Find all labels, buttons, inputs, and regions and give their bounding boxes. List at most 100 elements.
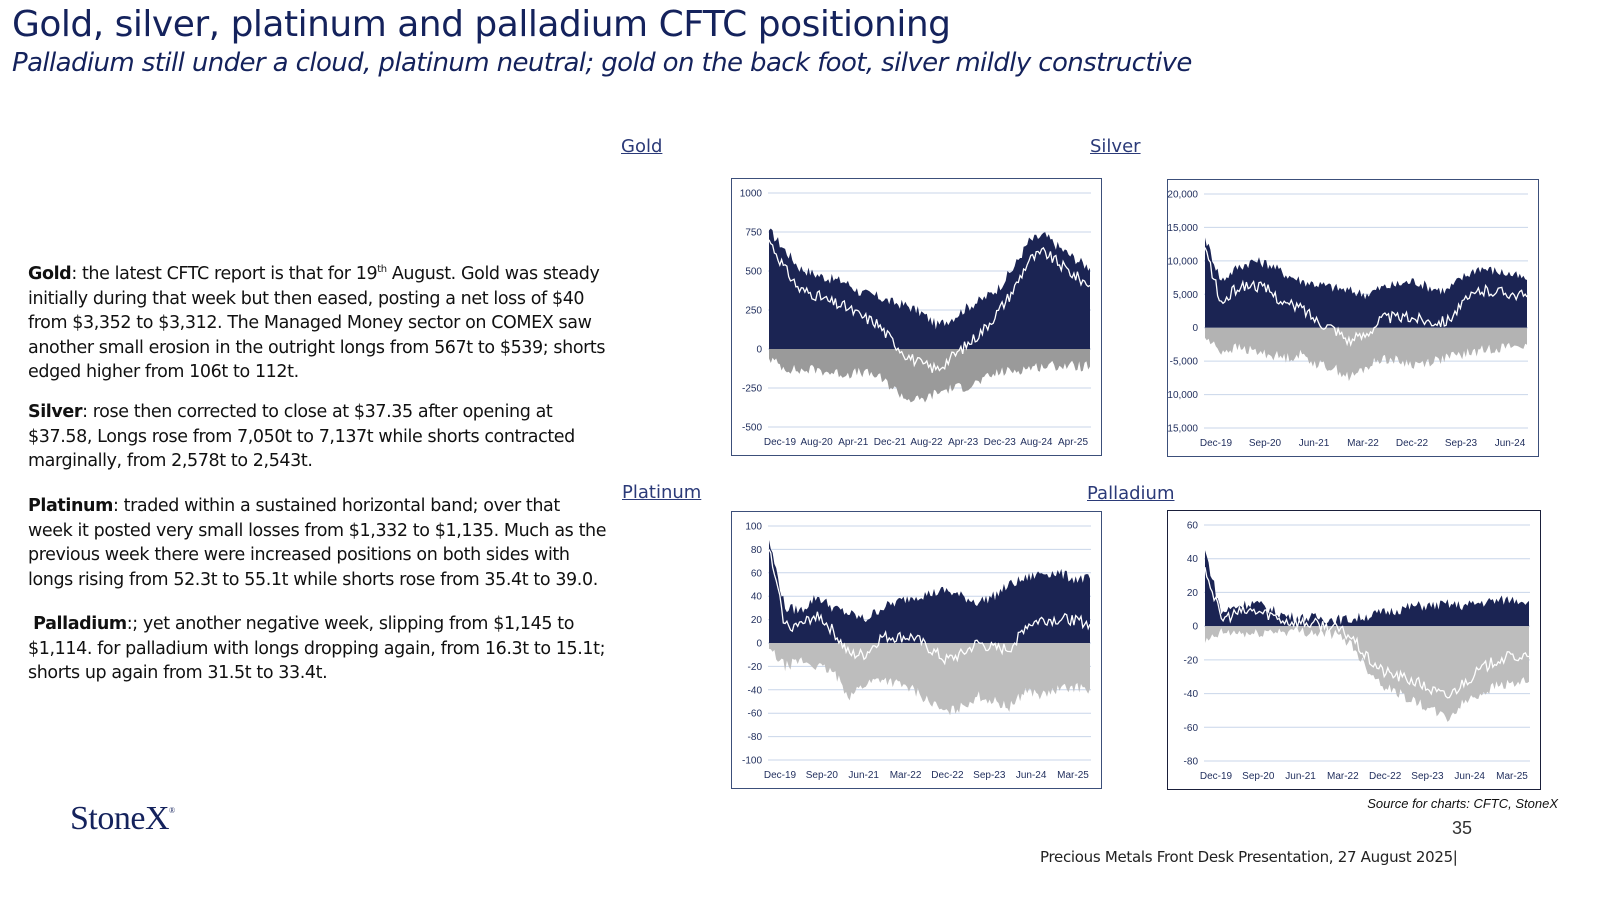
x-tick-label: Mar-22 xyxy=(1327,771,1359,782)
series-longs-area xyxy=(1205,237,1527,328)
x-tick-label: Dec-21 xyxy=(874,437,907,448)
x-tick-label: Dec-22 xyxy=(931,770,964,781)
palladium-chart-label[interactable]: Palladium xyxy=(1087,483,1175,504)
series-longs-area xyxy=(769,228,1090,349)
logo-text: StoneX xyxy=(70,800,170,837)
page-subtitle: Palladium still under a cloud, platinum … xyxy=(12,48,1192,78)
y-tick-label: 40 xyxy=(751,592,763,603)
series-net-line xyxy=(1204,247,1528,348)
x-tick-label: Jun-24 xyxy=(1454,771,1485,782)
y-tick-label: 10,000 xyxy=(1168,256,1198,267)
y-tick-label: 20 xyxy=(1187,588,1199,599)
x-tick-label: Sep-23 xyxy=(1445,438,1478,449)
silver-commentary: Silver: rose then corrected to close at … xyxy=(28,400,608,474)
y-tick-label: -80 xyxy=(748,732,763,743)
gold-heading: Gold xyxy=(28,264,72,284)
y-tick-label: -500 xyxy=(742,423,762,434)
series-net-line xyxy=(1204,566,1529,699)
y-tick-label: -10,000 xyxy=(1168,390,1198,401)
x-tick-label: Dec-22 xyxy=(1369,771,1402,782)
x-tick-label: Jun-24 xyxy=(1495,438,1526,449)
x-tick-label: Sep-23 xyxy=(973,770,1006,781)
presentation-footer: Precious Metals Front Desk Presentation,… xyxy=(1040,848,1458,866)
palladium-chart: 60 40 20 0 -20 -40 -60 -80 Dec-19 Sep-20 Jun-21 Mar… xyxy=(1167,510,1541,790)
series-shorts-area xyxy=(1205,327,1527,382)
gold-sup: th xyxy=(377,264,387,276)
platinum-chart-label[interactable]: Platinum xyxy=(622,482,702,503)
y-tick-label: -250 xyxy=(742,384,762,395)
x-tick-label: Dec-19 xyxy=(764,437,797,448)
x-tick-label: Mar-22 xyxy=(1347,438,1379,449)
y-tick-label: 1000 xyxy=(740,189,763,200)
x-tick-label: Mar-25 xyxy=(1057,770,1089,781)
silver-chart: 20,000 15,000 10,000 5,000 0 -5,000 -10,000 -15… xyxy=(1167,179,1539,457)
x-tick-label: Dec-19 xyxy=(1200,438,1233,449)
y-tick-label: 15,000 xyxy=(1168,223,1198,234)
y-tick-label: 20,000 xyxy=(1168,190,1198,201)
gold-text-b: August. Gold was steady initially during… xyxy=(28,264,606,382)
y-tick-label: 5,000 xyxy=(1173,290,1198,301)
y-tick-label: -15,000 xyxy=(1168,424,1198,435)
y-tick-label: -40 xyxy=(748,685,763,696)
y-tick-label: 80 xyxy=(751,545,763,556)
y-tick-label: 0 xyxy=(1192,323,1198,334)
x-tick-label: Aug-20 xyxy=(801,437,834,448)
x-tick-label: Sep-20 xyxy=(806,770,839,781)
x-tick-label: Mar-25 xyxy=(1496,771,1528,782)
y-tick-label: 100 xyxy=(745,522,762,533)
silver-text: : rose then corrected to close at $37.35… xyxy=(28,402,575,471)
y-tick-label: 500 xyxy=(745,267,762,278)
y-tick-label: 60 xyxy=(751,568,763,579)
series-shorts-area xyxy=(1205,626,1529,722)
y-tick-label: -5,000 xyxy=(1170,357,1199,368)
stonex-logo: StoneX® xyxy=(70,800,175,838)
x-tick-label: Sep-23 xyxy=(1411,771,1444,782)
x-tick-label: Dec-19 xyxy=(1200,771,1233,782)
x-tick-label: Sep-20 xyxy=(1242,771,1275,782)
x-tick-label: Jun-21 xyxy=(1299,438,1330,449)
series-shorts-area xyxy=(769,643,1090,716)
series-net-line xyxy=(768,239,1091,373)
y-tick-label: -100 xyxy=(742,756,762,767)
x-tick-label: Dec-19 xyxy=(764,770,797,781)
logo-mark: ® xyxy=(169,806,175,815)
gold-chart: 1000 750 500 250 0 -250 -500 Dec-19 Aug-20 Apr-21… xyxy=(731,178,1102,456)
x-tick-label: Apr-21 xyxy=(838,437,868,448)
x-tick-label: Jun-21 xyxy=(1285,771,1316,782)
y-tick-label: 40 xyxy=(1187,554,1199,565)
silver-chart-svg: 20,000 15,000 10,000 5,000 0 -5,000 -10,000 -15… xyxy=(1168,190,1528,449)
x-tick-label: Jun-21 xyxy=(848,770,879,781)
x-tick-label: Dec-22 xyxy=(1396,438,1429,449)
gold-text-a: : the latest CFTC report is that for 19 xyxy=(71,264,378,284)
palladium-heading: Palladium xyxy=(33,614,127,634)
platinum-chart: 100 80 60 40 20 0 -20 -40 -60 -80 -100 Dec-19 Sep-20… xyxy=(731,511,1102,789)
y-tick-label: -60 xyxy=(1184,723,1199,734)
chart-source: Source for charts: CFTC, StoneX xyxy=(1367,796,1558,811)
platinum-text: : traded within a sustained horizontal b… xyxy=(28,496,607,590)
y-tick-label: 60 xyxy=(1187,521,1199,532)
y-tick-label: 0 xyxy=(756,345,762,356)
series-longs-area xyxy=(1205,550,1529,627)
y-tick-label: -80 xyxy=(1184,757,1199,768)
x-tick-label: Jun-24 xyxy=(1016,770,1047,781)
series-net-line xyxy=(768,549,1091,666)
y-tick-label: 20 xyxy=(751,615,763,626)
gold-commentary: Gold: the latest CFTC report is that for… xyxy=(28,262,608,385)
x-tick-label: Apr-23 xyxy=(948,437,978,448)
y-tick-label: 250 xyxy=(745,306,762,317)
palladium-text: :; yet another negative week, slipping f… xyxy=(28,614,606,683)
y-tick-label: -20 xyxy=(748,662,763,673)
x-tick-label: Dec-23 xyxy=(984,437,1017,448)
x-tick-label: Aug-22 xyxy=(910,437,943,448)
y-tick-label: 0 xyxy=(756,639,762,650)
y-tick-label: -60 xyxy=(748,709,763,720)
gold-chart-label[interactable]: Gold xyxy=(621,136,663,157)
palladium-commentary: Palladium:; yet another negative week, s… xyxy=(28,612,608,686)
page-number: 35 xyxy=(1452,818,1473,838)
platinum-commentary: Platinum: traded within a sustained hori… xyxy=(28,494,608,592)
x-tick-label: Aug-24 xyxy=(1020,437,1053,448)
silver-chart-label[interactable]: Silver xyxy=(1090,136,1141,157)
